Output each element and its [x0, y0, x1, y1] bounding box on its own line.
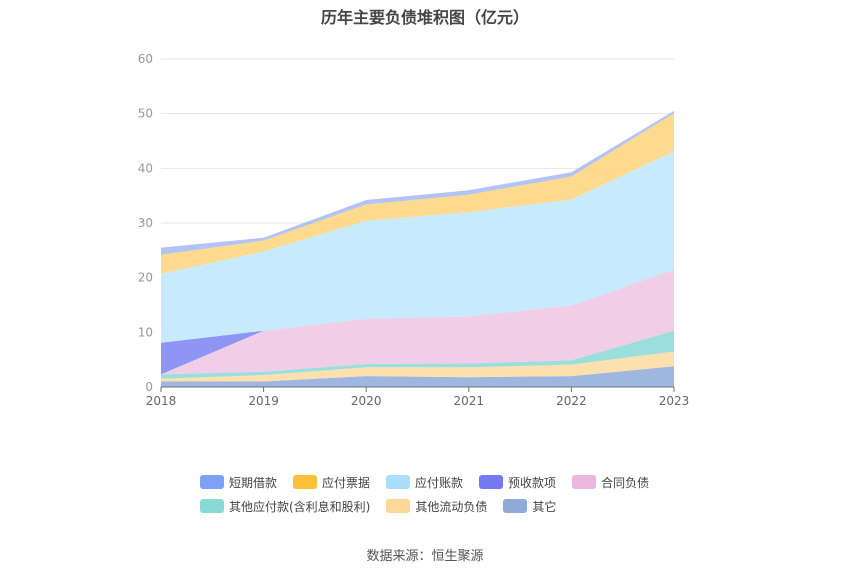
area-5: [161, 151, 674, 343]
area-3: [161, 269, 674, 375]
legend-swatch: [200, 499, 224, 513]
y-tick-label: 30: [138, 216, 153, 230]
x-tick-label: 2021: [454, 394, 485, 408]
legend-label: 应付账款: [415, 475, 464, 490]
legend-swatch: [386, 499, 411, 513]
legend-label: 其他流动负债: [415, 499, 488, 514]
legend-item[interactable]: 其它: [503, 496, 556, 516]
legend-label: 应付票据: [322, 475, 371, 490]
legend-item[interactable]: 应付账款: [386, 472, 463, 492]
legend-item[interactable]: 预收款项: [479, 472, 556, 492]
legend-item[interactable]: 其他流动负债: [386, 496, 487, 516]
legend-swatch: [200, 475, 224, 489]
area-6: [161, 113, 674, 274]
legend-item[interactable]: 合同负债: [572, 472, 649, 492]
x-tick-label: 2019: [248, 394, 279, 408]
legend-label: 预收款项: [508, 475, 557, 490]
legend-label: 短期借款: [229, 475, 278, 490]
area-1: [161, 351, 674, 382]
legend-item[interactable]: 短期借款: [200, 472, 277, 492]
y-tick-label: 50: [138, 107, 153, 121]
legend-swatch: [479, 475, 504, 489]
legend-item[interactable]: 其他应付款(含利息和股利): [200, 496, 370, 516]
legend-swatch: [293, 475, 318, 489]
legend-label: 其他应付款(含利息和股利): [229, 499, 371, 514]
x-tick-label: 2020: [351, 394, 382, 408]
x-tick-label: 2023: [659, 394, 690, 408]
x-tick-label: 2018: [146, 394, 177, 408]
legend-swatch: [386, 475, 411, 489]
y-tick-label: 10: [138, 325, 153, 339]
legend-label: 合同负债: [601, 475, 650, 490]
chart-title: 历年主要负债堆积图（亿元）: [320, 8, 529, 27]
x-tick-label: 2022: [556, 394, 587, 408]
axes: 2018 2019 2020 2021 2022 2023: [146, 386, 690, 408]
legend-item[interactable]: 应付票据: [293, 472, 370, 492]
y-tick-label: 20: [138, 271, 153, 285]
legend-swatch: [572, 475, 597, 489]
y-tick-label: 40: [138, 161, 153, 175]
legend-swatch: [503, 499, 528, 513]
y-tick-label: 0: [145, 380, 153, 394]
area-2: [161, 330, 674, 379]
legend-label: 其它: [532, 499, 557, 514]
legend: 短期借款 应付票据 应付账款 预收款项 合同负债其他应付款(含利息和股利) 其他流动负债 其…: [200, 472, 660, 516]
area-series: [161, 110, 674, 387]
area-0: [161, 366, 674, 387]
y-tick-label: 60: [138, 52, 153, 66]
data-source: 数据来源：恒生聚源: [366, 549, 484, 564]
